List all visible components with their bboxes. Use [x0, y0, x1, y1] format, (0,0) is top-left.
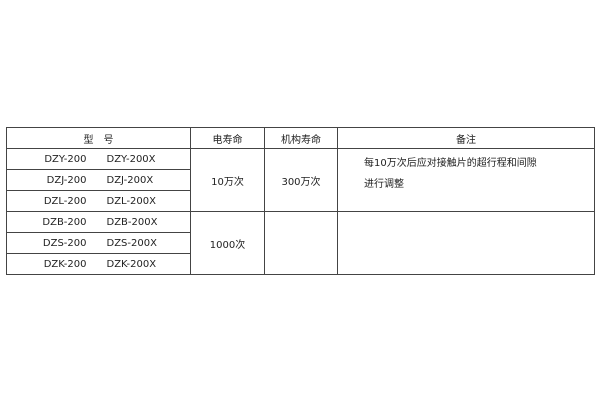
- header-mechanical-life: 机构寿命: [264, 127, 338, 149]
- model-a: DZL-200: [43, 195, 87, 207]
- header-electrical-life: 电寿命: [190, 127, 265, 149]
- remarks-cell: [337, 211, 595, 275]
- mechanical-life-cell: 300万次: [264, 148, 338, 212]
- model-b: DZJ-200X: [106, 174, 154, 186]
- model-b: DZB-200X: [106, 216, 158, 228]
- header-row: 型 号 电寿命 机构寿命 备注: [6, 127, 595, 149]
- table-row: DZK-200 DZK-200X: [6, 253, 595, 275]
- model-a: DZB-200: [42, 216, 87, 228]
- electrical-life-cell: 1000次: [190, 211, 265, 275]
- model-b: DZS-200X: [106, 237, 157, 249]
- header-model: 型 号: [6, 127, 191, 149]
- table-row: DZB-200 DZB-200X 1000次: [6, 211, 595, 275]
- model-b: DZY-200X: [106, 153, 156, 165]
- electrical-life-cell: 10万次: [190, 148, 265, 212]
- model-a: DZK-200: [43, 258, 87, 270]
- table-row: DZY-200 DZY-200X 10万次 300万次 每10万次后应对接触片的超…: [6, 148, 595, 212]
- remarks-cell: 每10万次后应对接触片的超行程和间隙 进行调整: [337, 148, 595, 212]
- model-a: DZS-200: [42, 237, 87, 249]
- model-a: DZY-200: [44, 153, 87, 165]
- remarks-line: 进行调整: [364, 179, 404, 190]
- model-b: DZL-200X: [106, 195, 157, 207]
- mechanical-life-cell: [264, 211, 338, 275]
- model-a: DZJ-200: [46, 174, 87, 186]
- model-b: DZK-200X: [106, 258, 157, 270]
- remarks-line: 每10万次后应对接触片的超行程和间隙: [364, 158, 537, 169]
- specs-table: 型 号 电寿命 机构寿命 备注 DZY-200 DZY-200X 10万次 300…: [6, 127, 595, 275]
- header-remarks: 备注: [337, 127, 595, 149]
